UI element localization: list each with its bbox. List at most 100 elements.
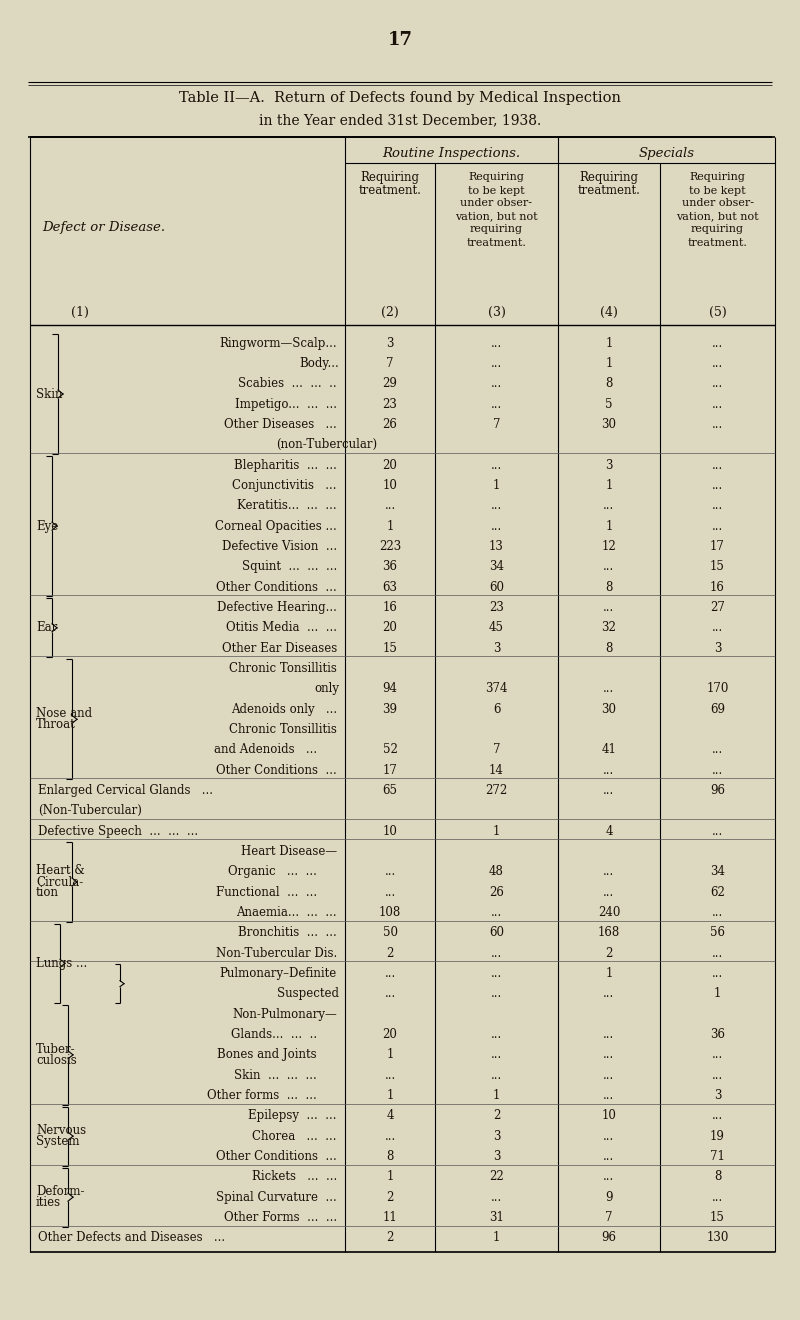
Text: 8: 8 [714, 1171, 721, 1183]
Text: 9: 9 [606, 1191, 613, 1204]
Text: 17: 17 [382, 764, 398, 776]
Text: 41: 41 [602, 743, 617, 756]
Text: (2): (2) [381, 305, 399, 318]
Text: ...: ... [384, 968, 396, 979]
Text: Corneal Opacities ...: Corneal Opacities ... [215, 520, 337, 533]
Text: 1: 1 [386, 1048, 394, 1061]
Text: Tuber-: Tuber- [36, 1043, 76, 1056]
Text: Adenoids only   ...: Adenoids only ... [231, 702, 337, 715]
Text: ...: ... [712, 1069, 723, 1081]
Text: Defective Vision  ...: Defective Vision ... [222, 540, 337, 553]
Text: ...: ... [603, 1028, 614, 1041]
Text: 62: 62 [710, 886, 725, 899]
Text: ...: ... [491, 458, 502, 471]
Text: 2: 2 [386, 1191, 394, 1204]
Text: Enlarged Cervical Glands   ...: Enlarged Cervical Glands ... [38, 784, 213, 797]
Text: 8: 8 [606, 378, 613, 391]
Text: Body...: Body... [299, 356, 339, 370]
Text: Requiring: Requiring [361, 172, 419, 183]
Text: Other Conditions  ...: Other Conditions ... [216, 1150, 337, 1163]
Text: 15: 15 [710, 560, 725, 573]
Text: Squint  ...  ...  ...: Squint ... ... ... [242, 560, 337, 573]
Text: Defective Hearing...: Defective Hearing... [217, 601, 337, 614]
Text: 96: 96 [710, 784, 725, 797]
Text: ...: ... [603, 1069, 614, 1081]
Text: 3: 3 [493, 1130, 500, 1143]
Text: 16: 16 [710, 581, 725, 594]
Text: 16: 16 [382, 601, 398, 614]
Text: Non-Tubercular Dis.: Non-Tubercular Dis. [216, 946, 337, 960]
Text: 1: 1 [493, 825, 500, 838]
Text: ...: ... [603, 499, 614, 512]
Text: Nose and: Nose and [36, 708, 92, 721]
Text: ...: ... [603, 866, 614, 878]
Text: Non-Pulmonary—: Non-Pulmonary— [232, 1007, 337, 1020]
Text: Chronic Tonsillitis: Chronic Tonsillitis [229, 663, 337, 675]
Text: Other Diseases   ...: Other Diseases ... [224, 418, 337, 432]
Text: ...: ... [712, 397, 723, 411]
Text: 20: 20 [382, 458, 398, 471]
Text: 48: 48 [489, 866, 504, 878]
Text: ities: ities [36, 1196, 61, 1209]
Text: ...: ... [491, 968, 502, 979]
Text: 10: 10 [602, 1109, 617, 1122]
Text: 1: 1 [493, 1232, 500, 1245]
Text: Defect or Disease.: Defect or Disease. [42, 220, 165, 234]
Text: 13: 13 [489, 540, 504, 553]
Text: ...: ... [712, 906, 723, 919]
Text: (4): (4) [600, 305, 618, 318]
Text: treatment.: treatment. [358, 183, 422, 197]
Text: 69: 69 [710, 702, 725, 715]
Text: Chorea   ...  ...: Chorea ... ... [253, 1130, 337, 1143]
Text: ...: ... [712, 337, 723, 350]
Text: ...: ... [491, 499, 502, 512]
Text: Functional  ...  ...: Functional ... ... [216, 886, 317, 899]
Text: treatment.: treatment. [687, 238, 747, 248]
Text: 5: 5 [606, 397, 613, 411]
Text: Epilepsy  ...  ...: Epilepsy ... ... [249, 1109, 337, 1122]
Text: ...: ... [712, 418, 723, 432]
Text: ...: ... [712, 458, 723, 471]
Text: under obser-: under obser- [682, 198, 754, 209]
Text: 17: 17 [387, 30, 413, 49]
Text: 10: 10 [382, 479, 398, 492]
Text: Throat: Throat [36, 718, 76, 731]
Text: Suspected: Suspected [277, 987, 339, 1001]
Text: Other forms  ...  ...: Other forms ... ... [207, 1089, 317, 1102]
Text: Pulmonary–Definite: Pulmonary–Definite [220, 968, 337, 979]
Text: 60: 60 [489, 581, 504, 594]
Text: (1): (1) [71, 305, 89, 318]
Text: vation, but not: vation, but not [676, 211, 759, 222]
Text: 3: 3 [493, 642, 500, 655]
Text: 23: 23 [382, 397, 398, 411]
Text: ...: ... [603, 682, 614, 696]
Text: 27: 27 [710, 601, 725, 614]
Text: 1: 1 [386, 520, 394, 533]
Text: 12: 12 [602, 540, 616, 553]
Text: Conjunctivitis   ...: Conjunctivitis ... [233, 479, 337, 492]
Text: Other Forms  ...  ...: Other Forms ... ... [224, 1210, 337, 1224]
Text: ...: ... [603, 784, 614, 797]
Text: Other Defects and Diseases   ...: Other Defects and Diseases ... [38, 1232, 225, 1245]
Text: Bronchitis  ...  ...: Bronchitis ... ... [238, 927, 337, 940]
Text: 108: 108 [379, 906, 401, 919]
Text: 7: 7 [493, 743, 500, 756]
Text: ...: ... [603, 987, 614, 1001]
Text: 36: 36 [710, 1028, 725, 1041]
Text: 2: 2 [386, 1232, 394, 1245]
Text: 170: 170 [706, 682, 729, 696]
Text: 1: 1 [386, 1089, 394, 1102]
Text: 3: 3 [714, 1089, 722, 1102]
Text: Table II—A.  Return of Defects found by Medical Inspection: Table II—A. Return of Defects found by M… [179, 91, 621, 106]
Text: Other Conditions  ...: Other Conditions ... [216, 581, 337, 594]
Text: requiring: requiring [691, 224, 744, 235]
Text: vation, but not: vation, but not [455, 211, 538, 222]
Text: Rickets   ...  ...: Rickets ... ... [252, 1171, 337, 1183]
Text: ...: ... [712, 946, 723, 960]
Text: 26: 26 [382, 418, 398, 432]
Text: ...: ... [603, 886, 614, 899]
Text: ...: ... [712, 499, 723, 512]
Text: ...: ... [491, 1048, 502, 1061]
Text: 15: 15 [382, 642, 398, 655]
Text: 374: 374 [486, 682, 508, 696]
